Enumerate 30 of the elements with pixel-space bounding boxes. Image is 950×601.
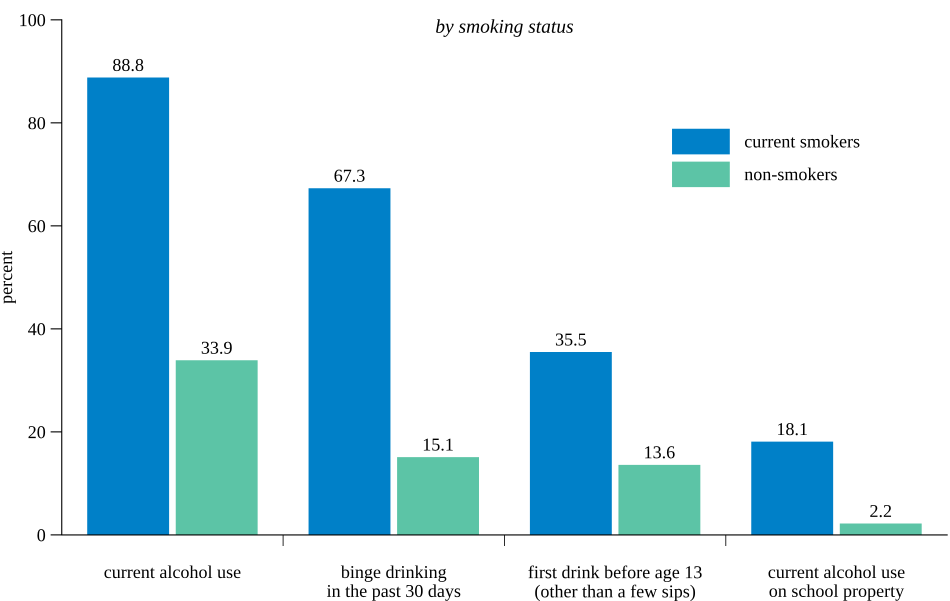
data-label: 18.1 <box>778 423 807 436</box>
data-label: 33.9 <box>202 342 232 354</box>
y-tick-label: 20 <box>28 426 46 438</box>
y-tick-label: 0 <box>37 529 46 542</box>
y-tick-label: 80 <box>28 117 46 130</box>
chart-title: by smoking status <box>436 19 573 37</box>
data-label: 2.2 <box>870 504 892 518</box>
bar <box>308 188 390 535</box>
y-tick-label: 60 <box>28 220 46 232</box>
bar <box>840 524 922 535</box>
bar <box>397 457 479 535</box>
data-label: 88.8 <box>113 58 144 72</box>
data-label: 15.1 <box>424 438 453 451</box>
x-tick-label: binge drinking in the past 30 days <box>326 565 460 601</box>
bar <box>176 360 258 535</box>
x-tick-label: current alcohol use on school property <box>768 565 905 601</box>
y-tick-label: 100 <box>20 14 46 26</box>
data-label: 35.5 <box>556 333 586 346</box>
bar <box>87 78 170 535</box>
bar <box>751 442 834 535</box>
x-tick-label: first drink before age 13 (other than a few sips) <box>528 565 702 601</box>
legend-label: non-smokers <box>744 168 837 180</box>
bar <box>618 464 700 535</box>
data-label: 13.6 <box>645 446 675 458</box>
legend-label: current smokers <box>744 134 860 148</box>
x-tick-label: current alcohol use <box>104 565 240 578</box>
bar <box>530 352 612 535</box>
y-axis-title: percent <box>2 250 16 304</box>
data-label: 67.3 <box>334 170 365 182</box>
y-tick-label: 40 <box>28 323 46 336</box>
